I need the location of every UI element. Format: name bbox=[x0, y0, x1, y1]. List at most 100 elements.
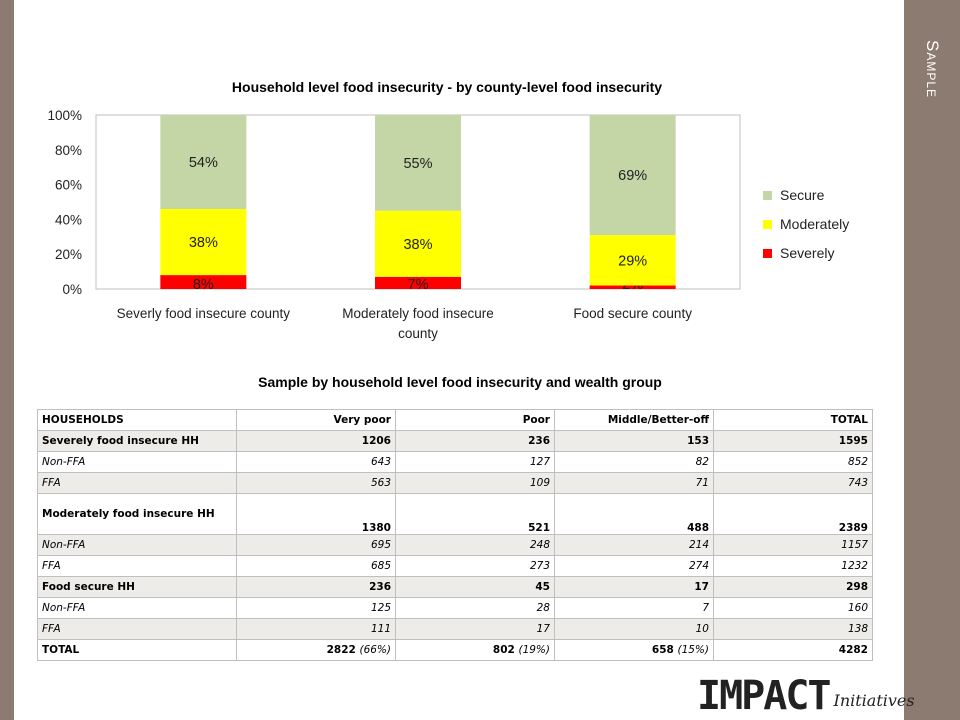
y-tick-label: 40% bbox=[55, 212, 82, 227]
data-label: 8% bbox=[193, 277, 214, 293]
table-row: Non-FFA 643 127 82 852 bbox=[37, 451, 873, 473]
row-label: Non-FFA bbox=[37, 451, 237, 473]
table-row: Moderately food insecure HH 1380 521 488 238… bbox=[37, 493, 873, 535]
table-row: FFA 111 17 10 138 bbox=[37, 618, 873, 640]
table-cell: 10 bbox=[554, 618, 714, 640]
logo-sub-text: Initiatives bbox=[833, 691, 915, 710]
table-cell: 852 bbox=[713, 451, 873, 473]
x-category-label: Food secure county bbox=[573, 306, 692, 321]
table-cell: 160 bbox=[713, 597, 873, 619]
row-label: FFA bbox=[37, 472, 237, 494]
total-percent: (19%) bbox=[518, 644, 550, 656]
table-cell: 695 bbox=[236, 534, 396, 556]
row-label: FFA bbox=[37, 555, 237, 577]
y-tick-label: 60% bbox=[55, 178, 82, 193]
x-category-label: county bbox=[398, 326, 438, 341]
table-cell: 1380 bbox=[236, 493, 396, 535]
data-label: 55% bbox=[403, 156, 432, 172]
legend-label-moderately: Moderately bbox=[780, 216, 849, 232]
table-cell: 71 bbox=[554, 472, 714, 494]
bar-segment-severely bbox=[589, 285, 676, 289]
table-cell: 273 bbox=[395, 555, 555, 577]
total-value: 658 bbox=[651, 644, 674, 656]
x-category-label: Severly food insecure county bbox=[117, 306, 291, 321]
table-cell: 1206 bbox=[236, 430, 396, 452]
table-cell: 298 bbox=[713, 576, 873, 598]
data-label: 29% bbox=[618, 253, 647, 269]
total-cell: 2822 (66%) bbox=[236, 639, 396, 661]
row-label: Food secure HH bbox=[37, 576, 237, 598]
x-category-label: Moderately food insecure bbox=[342, 306, 494, 321]
bar-segment-severely bbox=[160, 275, 247, 289]
header-middle-better-off: Middle/Better-off bbox=[554, 409, 714, 431]
bar-segment-moderately bbox=[160, 208, 247, 276]
table-header-row: HOUSEHOLDS Very poor Poor Middle/Better-… bbox=[37, 409, 873, 431]
table-row: Non-FFA 695 248 214 1157 bbox=[37, 534, 873, 556]
table-cell: 111 bbox=[236, 618, 396, 640]
total-value: 2822 bbox=[326, 644, 356, 656]
table-cell: 488 bbox=[554, 493, 714, 535]
table-cell: 153 bbox=[554, 430, 714, 452]
table-row: Non-FFA 125 28 7 160 bbox=[37, 597, 873, 619]
legend-label-secure: Secure bbox=[780, 187, 825, 203]
table-cell: 1595 bbox=[713, 430, 873, 452]
table-cell: 28 bbox=[395, 597, 555, 619]
table-cell: 521 bbox=[395, 493, 555, 535]
stacked-bar-chart: Household level food insecurity - by cou… bbox=[47, 79, 849, 341]
table-row: Food secure HH 236 45 17 298 bbox=[37, 576, 873, 598]
table-row: FFA 563 109 71 743 bbox=[37, 472, 873, 494]
sample-table: HOUSEHOLDS Very poor Poor Middle/Better-… bbox=[37, 409, 873, 661]
chart-title: Household level food insecurity - by cou… bbox=[232, 79, 662, 95]
table-row: FFA 685 273 274 1232 bbox=[37, 555, 873, 577]
total-value: 802 bbox=[492, 644, 515, 656]
table-cell: 125 bbox=[236, 597, 396, 619]
total-cell: 658 (15%) bbox=[554, 639, 714, 661]
bar-segment-secure bbox=[589, 115, 676, 236]
table-cell: 236 bbox=[236, 576, 396, 598]
logo-main-text: IMPACT bbox=[697, 673, 831, 719]
legend-swatch-secure bbox=[763, 191, 772, 200]
table-cell: 17 bbox=[554, 576, 714, 598]
header-poor: Poor bbox=[395, 409, 555, 431]
table-row: Severely food insecure HH 1206 236 153 1595 bbox=[37, 430, 873, 452]
table-title: Sample by household level food insecurit… bbox=[258, 374, 662, 390]
table-cell: 2389 bbox=[713, 493, 873, 535]
header-total: TOTAL bbox=[713, 409, 873, 431]
data-label: 38% bbox=[189, 235, 218, 251]
legend-label-severely: Severely bbox=[780, 245, 834, 261]
slide-side-title: Sample bbox=[910, 40, 954, 160]
data-label: 54% bbox=[189, 155, 218, 171]
table-cell: 7 bbox=[554, 597, 714, 619]
header-very-poor: Very poor bbox=[236, 409, 396, 431]
row-label: FFA bbox=[37, 618, 237, 640]
table-cell: 563 bbox=[236, 472, 396, 494]
data-label: 38% bbox=[403, 237, 432, 253]
table-cell: 248 bbox=[395, 534, 555, 556]
legend-swatch-moderately bbox=[763, 220, 772, 229]
total-cell: 4282 bbox=[713, 639, 873, 661]
table-cell: 45 bbox=[395, 576, 555, 598]
row-label: Non-FFA bbox=[37, 534, 237, 556]
impact-initiatives-logo: IMPACT Initiatives bbox=[697, 672, 915, 716]
left-decor-band bbox=[0, 0, 14, 720]
table-cell: 643 bbox=[236, 451, 396, 473]
table-cell: 82 bbox=[554, 451, 714, 473]
data-label: 69% bbox=[618, 168, 647, 184]
data-label: 7% bbox=[408, 277, 429, 293]
bar-segment-moderately bbox=[375, 210, 461, 277]
table-cell: 214 bbox=[554, 534, 714, 556]
bar-segment-moderately bbox=[589, 235, 676, 286]
row-label: Moderately food insecure HH bbox=[37, 493, 237, 535]
table-cell: 743 bbox=[713, 472, 873, 494]
bar-segment-secure bbox=[160, 115, 247, 209]
legend-swatch-severely bbox=[763, 249, 772, 258]
table-cell: 685 bbox=[236, 555, 396, 577]
total-cell: 802 (19%) bbox=[395, 639, 555, 661]
table-cell: 1157 bbox=[713, 534, 873, 556]
table-total-row: TOTAL 2822 (66%) 802 (19%) 658 (15%) 4282 bbox=[37, 639, 873, 661]
row-label: Non-FFA bbox=[37, 597, 237, 619]
table-cell: 1232 bbox=[713, 555, 873, 577]
right-decor-band bbox=[904, 0, 960, 720]
y-tick-label: 0% bbox=[62, 282, 82, 297]
y-tick-label: 80% bbox=[55, 143, 82, 158]
